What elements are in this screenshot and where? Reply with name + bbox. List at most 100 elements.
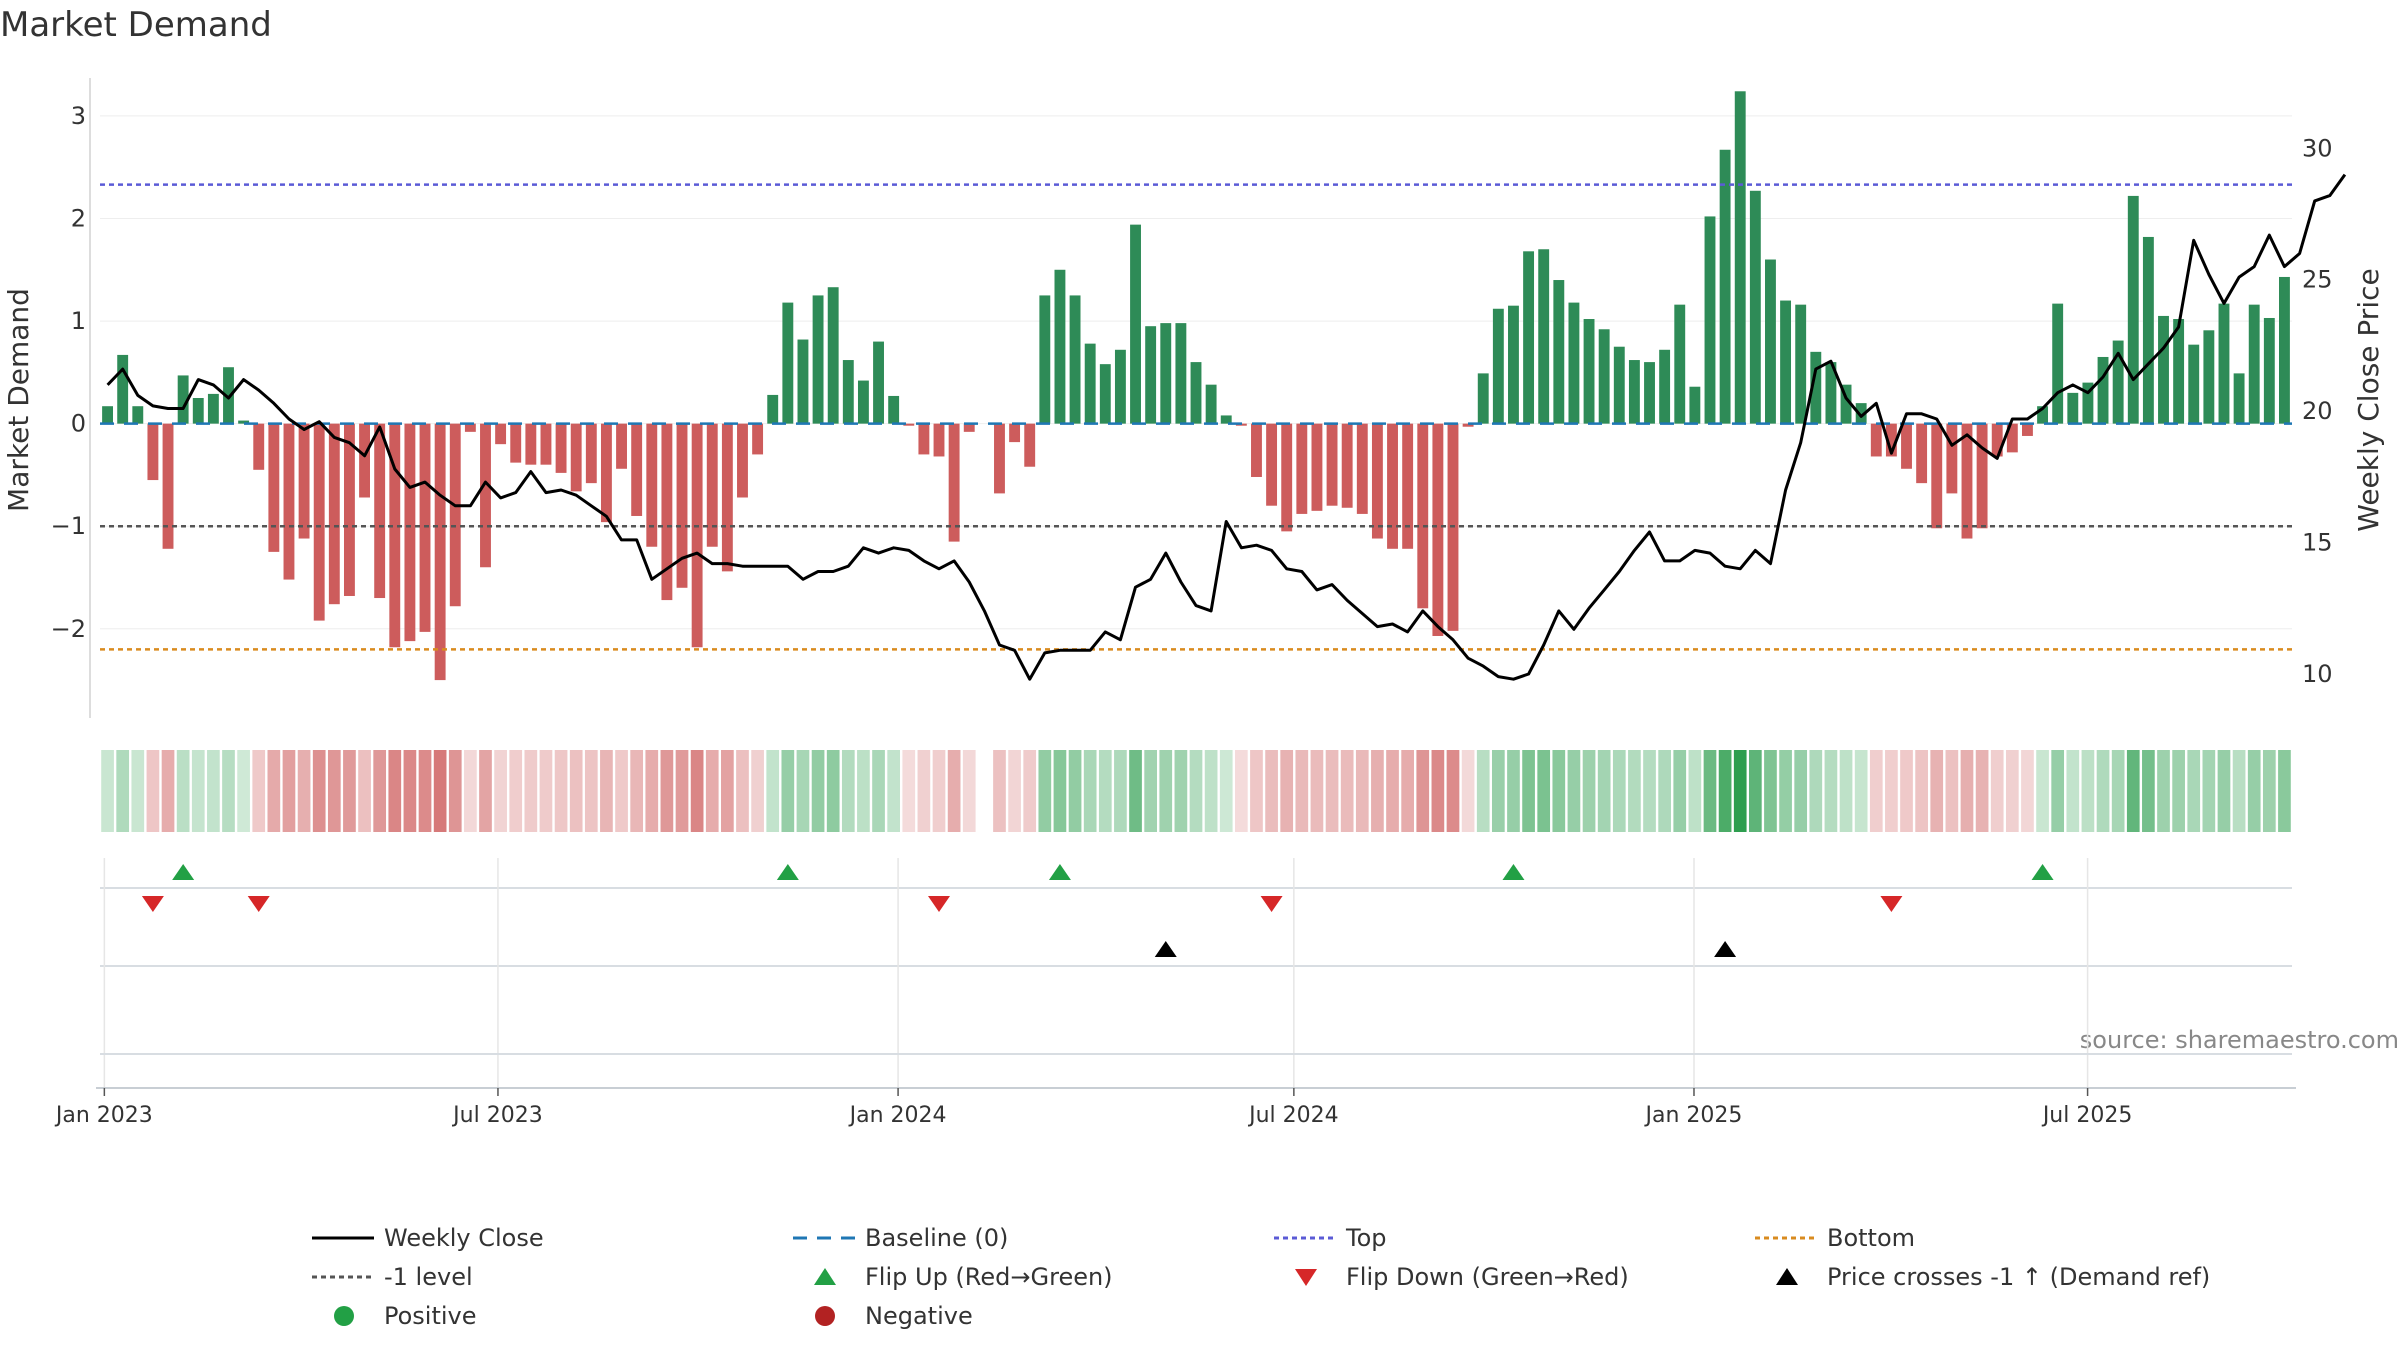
heat-cell: [1386, 750, 1399, 832]
heat-cell: [1885, 750, 1898, 832]
heat-cell: [736, 750, 749, 832]
demand-bar: [888, 395, 900, 424]
legend-label: Flip Down (Green→Red): [1346, 1263, 1629, 1291]
demand-bar: [1341, 423, 1353, 508]
demand-bar: [313, 423, 325, 621]
demand-bar: [1311, 423, 1323, 511]
heat-cell: [584, 750, 598, 832]
heat-cell: [917, 750, 931, 832]
demand-bar: [2006, 423, 2018, 453]
demand-bar: [1266, 423, 1278, 506]
heat-cell: [1174, 750, 1188, 832]
heat-cell: [131, 750, 145, 832]
heat-cell: [207, 750, 220, 832]
demand-bar: [873, 341, 884, 424]
heat-cell: [751, 750, 764, 832]
legend-item: -1 level: [312, 1263, 473, 1291]
heat-cell: [1839, 750, 1853, 832]
heat-cell: [2262, 750, 2276, 832]
demand-bar: [2218, 303, 2230, 424]
heat-cell: [1960, 750, 1974, 832]
flip-down-marker: [1880, 896, 1903, 912]
heat-cell: [494, 750, 507, 832]
demand-bar: [933, 423, 945, 457]
heat-cell: [766, 750, 780, 832]
heat-cell: [1869, 750, 1883, 832]
legend-item: Top: [1274, 1224, 1387, 1252]
heat-cell: [2081, 750, 2095, 832]
demand-bar: [1855, 403, 1867, 424]
heat-cell: [1688, 750, 1702, 832]
heat-cell: [811, 750, 825, 832]
heat-cell: [1854, 750, 1868, 832]
demand-bar: [782, 302, 794, 424]
heat-cell: [2247, 750, 2261, 832]
heat-cell: [539, 750, 553, 832]
legend-swatch-triangle-up: [1776, 1268, 1798, 1285]
weekly-close-line: [106, 173, 2347, 681]
heat-cell: [252, 750, 266, 832]
demand-bar: [631, 423, 643, 516]
heat-cell: [343, 750, 356, 832]
demand-bar: [268, 423, 280, 552]
flip-up-marker: [776, 864, 799, 880]
demand-bar: [1734, 91, 1746, 424]
chart-title: Market Demand: [0, 5, 272, 45]
demand-bar: [812, 295, 824, 424]
demand-bar: [1326, 423, 1338, 506]
heat-cell: [1491, 750, 1505, 832]
legend-label: Positive: [384, 1302, 477, 1330]
demand-bar: [555, 423, 567, 473]
demand-bar: [192, 398, 204, 424]
heat-cell: [1416, 750, 1430, 832]
y-tick-label: −1: [51, 512, 86, 540]
price-cross-marker: [1714, 941, 1737, 957]
heat-cell: [1068, 750, 1082, 832]
x-tick-label: Jul 2023: [451, 1103, 543, 1128]
heat-cell: [1098, 750, 1112, 832]
legend-item: Negative: [815, 1302, 973, 1330]
demand-bar: [449, 423, 461, 607]
heat-cell: [902, 750, 916, 832]
heat-cell: [524, 750, 538, 832]
legend-label: Baseline (0): [865, 1224, 1008, 1252]
heat-cell: [796, 750, 810, 832]
price-cross-track: [100, 941, 2292, 967]
demand-bar: [1099, 364, 1111, 424]
y2-tick-label: 15: [2302, 529, 2333, 557]
heat-cell: [418, 750, 432, 832]
demand-bar: [1130, 224, 1141, 424]
demand-bar: [857, 380, 869, 424]
demand-bar: [1719, 149, 1731, 424]
demand-bar: [1190, 362, 1202, 424]
heat-cell: [509, 750, 523, 832]
heat-cell: [1023, 750, 1037, 832]
demand-bar: [1991, 423, 2003, 457]
demand-bar: [1523, 251, 1535, 424]
flip-up-marker: [1502, 864, 1525, 880]
demand-bar: [374, 423, 386, 599]
heat-cell: [705, 750, 719, 832]
y2-axis-label: Weekly Close Price: [2352, 268, 2385, 531]
demand-bar: [1704, 216, 1716, 424]
demand-bar: [1462, 423, 1474, 427]
heat-cell: [1340, 750, 1354, 832]
x-tick-label: Jan 2025: [1644, 1103, 1743, 1128]
demand-bar: [1885, 423, 1897, 457]
demand-bar: [1825, 362, 1837, 424]
legend-swatch-triangle-up: [814, 1268, 836, 1285]
heat-cell: [2036, 750, 2049, 832]
demand-bar: [1114, 349, 1126, 424]
demand-bar: [1205, 384, 1217, 424]
demand-bar: [1613, 346, 1625, 424]
demand-bar: [1160, 323, 1172, 424]
demand-bar: [706, 423, 718, 547]
demand-bar: [1583, 319, 1595, 424]
demand-bar: [1946, 423, 1958, 494]
demand-bar: [510, 423, 522, 463]
heat-cell: [872, 750, 885, 832]
y-axis-label: Market Demand: [2, 288, 35, 512]
demand-bar: [525, 423, 537, 465]
flip-markers-track: [100, 864, 2292, 912]
